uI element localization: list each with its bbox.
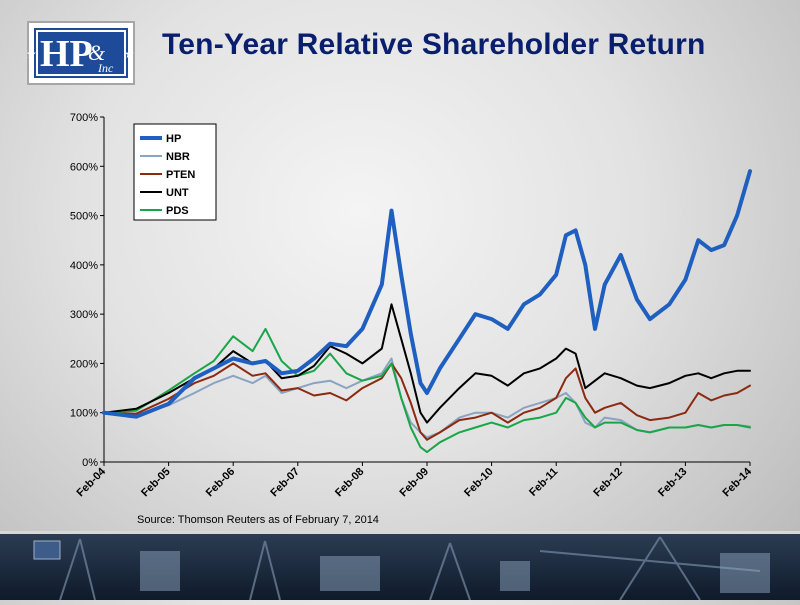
x-tick-label: Feb-10 (462, 466, 496, 500)
x-tick-label: Feb-14 (721, 465, 755, 499)
legend-label-hp: HP (166, 133, 181, 145)
svg-text:HP: HP (40, 33, 93, 75)
x-tick-label: Feb-11 (527, 466, 560, 499)
y-tick-label: 0% (82, 457, 98, 469)
x-tick-label: Feb-06 (204, 466, 238, 500)
series-line-pds (103, 327, 751, 454)
x-tick-label: Feb-05 (139, 466, 173, 500)
legend-label-nbr: NBR (166, 151, 190, 163)
chart-svg: 0% 100% 200% 300% 400% 500% 600% 700% Feb-04 Feb-… (70, 112, 755, 500)
legend-label-pten: PTEN (166, 169, 195, 181)
x-tick-label: Feb-04 (75, 465, 109, 499)
y-tick-label: 300% (70, 309, 98, 321)
legend-label-unt: UNT (166, 187, 189, 199)
x-tick-label: Feb-09 (398, 466, 432, 500)
series-line-pten (103, 362, 751, 441)
series-line-hp (102, 169, 752, 419)
y-tick-label: 700% (70, 112, 98, 124)
svg-text:&: & (88, 40, 106, 65)
x-tick-label: Feb-08 (333, 466, 367, 500)
source-note: Source: Thomson Reuters as of February 7… (137, 514, 379, 526)
x-tick-label: Feb-13 (656, 466, 690, 500)
y-tick-label: 400% (70, 260, 98, 272)
shareholder-return-chart: 0% 100% 200% 300% 400% 500% 600% 700% Feb-04 Feb-… (0, 100, 800, 540)
x-tick-label: Feb-12 (591, 466, 625, 500)
svg-text:Inc: Inc (97, 61, 114, 75)
series-line-unt (103, 303, 751, 424)
x-tick-label: Feb-07 (268, 466, 302, 500)
legend-label-pds: PDS (166, 205, 189, 217)
svg-text:★: ★ (26, 47, 37, 61)
svg-text:★: ★ (124, 47, 135, 61)
y-tick-label: 500% (70, 211, 98, 223)
page-title: Ten-Year Relative Shareholder Return (162, 28, 706, 61)
company-logo: HP & Inc ★ ★ (26, 20, 136, 86)
footer-photo-strip (0, 531, 800, 601)
y-tick-label: 600% (70, 161, 98, 173)
y-tick-label: 100% (70, 408, 98, 420)
y-tick-label: 200% (70, 358, 98, 370)
